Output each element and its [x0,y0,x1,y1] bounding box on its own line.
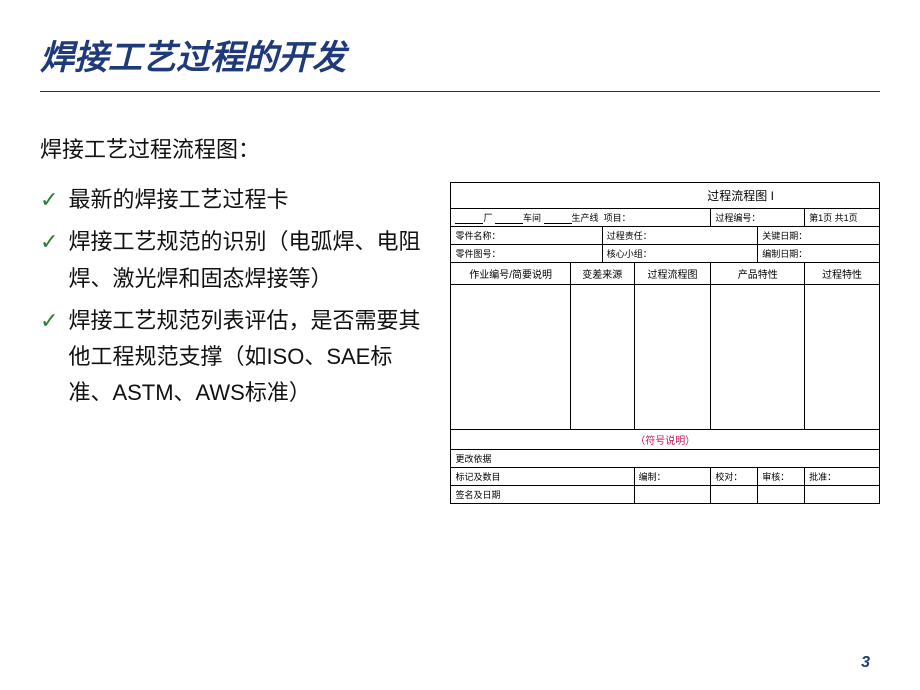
form-body-cell [570,285,634,430]
form-body-cell [805,285,880,430]
col-header: 产品特性 [711,263,805,285]
form-diagram: 过程流程图 I 厂 车间 生产线 项目： 过程编号： 第1页 共1页 零件名称：… [450,182,880,504]
form-procresp: 过程责任： [602,227,758,245]
check-icon: ✓ [40,303,58,338]
form-signdate: 签名及日期 [451,486,634,504]
list-item: ✓ 焊接工艺规范的识别（电弧焊、电阻焊、激光焊和固态焊接等） [40,224,430,297]
form-title: 过程流程图 I [602,183,879,209]
subtitle: 焊接工艺过程流程图： [40,132,880,164]
bullet-list: ✓ 最新的焊接工艺过程卡 ✓ 焊接工艺规范的识别（电弧焊、电阻焊、激光焊和固态焊… [40,182,430,504]
bullet-text: 焊接工艺规范列表评估，是否需要其他工程规范支撑（如ISO、SAE标准、ASTM、… [68,303,430,412]
form-check: 校对： [711,468,758,486]
list-item: ✓ 焊接工艺规范列表评估，是否需要其他工程规范支撑（如ISO、SAE标准、AST… [40,303,430,412]
form-marks: 标记及数目 [451,468,634,486]
bullet-text: 最新的焊接工艺过程卡 [68,182,430,218]
form-header-line: 厂 车间 生产线 项目： [451,209,711,227]
col-header: 作业编号/简要说明 [451,263,570,285]
form-blank [634,486,711,504]
form-blank [758,486,805,504]
col-header: 变差来源 [570,263,634,285]
form-body-cell [451,285,570,430]
slide-title: 焊接工艺过程的开发 [40,30,880,79]
content-row: ✓ 最新的焊接工艺过程卡 ✓ 焊接工艺规范的识别（电弧焊、电阻焊、激光焊和固态焊… [40,182,880,504]
form-keydate: 关键日期： [758,227,880,245]
page-number: 3 [861,654,870,672]
check-icon: ✓ [40,182,58,217]
form-table: 过程流程图 I 厂 车间 生产线 项目： 过程编号： 第1页 共1页 零件名称：… [450,182,880,504]
form-change-basis: 更改依据 [451,450,880,468]
title-underline [40,91,880,92]
form-partno: 零件图号： [451,245,602,263]
form-processno: 过程编号： [711,209,805,227]
form-body-cell [711,285,805,430]
list-item: ✓ 最新的焊接工艺过程卡 [40,182,430,218]
form-coreteam: 核心小组： [602,245,758,263]
col-header: 过程特性 [805,263,880,285]
bullet-text: 焊接工艺规范的识别（电弧焊、电阻焊、激光焊和固态焊接等） [68,224,430,297]
form-pages: 第1页 共1页 [805,209,880,227]
form-blank [711,486,758,504]
form-blank [805,486,880,504]
form-compile: 编制： [634,468,711,486]
form-body-cell [634,285,711,430]
form-review: 审核： [758,468,805,486]
form-compdate: 编制日期： [758,245,880,263]
form-approve: 批准： [805,468,880,486]
form-blank-cell [451,183,602,209]
form-partname: 零件名称： [451,227,602,245]
check-icon: ✓ [40,224,58,259]
symbol-legend: （符号说明） [451,430,880,450]
col-header: 过程流程图 [634,263,711,285]
